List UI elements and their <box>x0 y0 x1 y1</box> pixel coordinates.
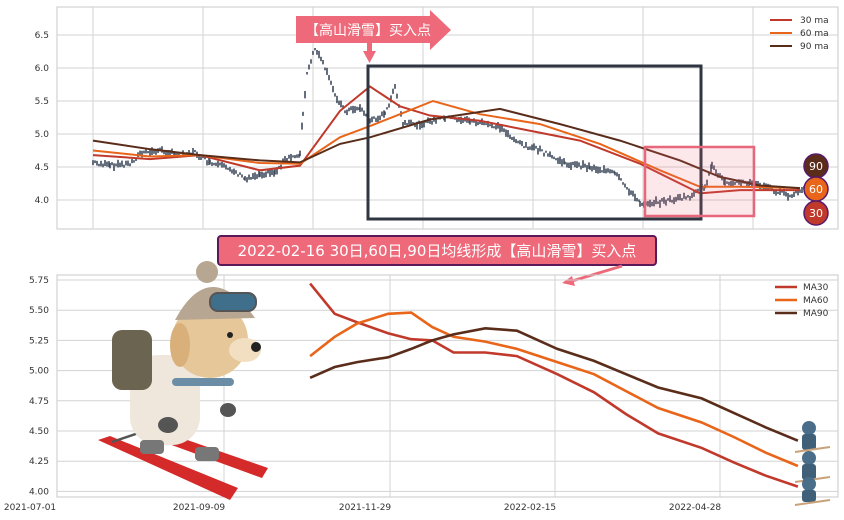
skier-body <box>802 464 816 480</box>
bottom-y-tick-label: 4.75 <box>29 397 49 407</box>
top-y-axis: 4.0 4.5 5.0 5.5 6.0 6.5 <box>35 31 50 206</box>
bottom-line-MA60 <box>309 311 799 468</box>
dog-glove-right <box>220 403 236 417</box>
banner-arrow-shaft <box>571 264 623 283</box>
down-arrow-shaft <box>367 42 372 52</box>
top-gridlines <box>57 7 838 229</box>
hat-pompom <box>196 261 218 283</box>
ski-left <box>98 436 238 500</box>
top-line-60-ma <box>92 99 801 190</box>
bottom-x-tick-label: 2021-09-09 <box>173 503 226 513</box>
bottom-x-tick-label: 2021-07-01 <box>4 503 56 513</box>
price-candles <box>92 47 805 208</box>
badge-90-text: 90 <box>809 160 823 173</box>
bottom-ma-lines <box>309 282 799 488</box>
small-skier <box>794 451 831 483</box>
top-y-tick-label: 4.0 <box>35 196 50 206</box>
skier-ski <box>794 446 831 453</box>
skier-head <box>802 451 816 465</box>
dog-glove <box>158 417 178 433</box>
legend-label: 30 ma <box>800 16 829 26</box>
bottom-y-axis: 4.00 4.25 4.50 4.75 5.00 5.25 5.50 5.75 <box>29 276 49 497</box>
banner-text: 2022-02-16 30日,60日,90日均线形成【高山滑雪】买入点 <box>238 242 637 260</box>
skier-head <box>802 477 816 491</box>
bottom-y-tick-label: 5.00 <box>29 367 49 377</box>
legend-label: MA90 <box>803 309 829 319</box>
bottom-ma-chart: 4.00 4.25 4.50 4.75 5.00 5.25 5.50 5.75 2021-07… <box>4 274 839 513</box>
bottom-y-tick-label: 4.00 <box>29 487 49 497</box>
buy-zone-box <box>643 145 756 218</box>
banner-box <box>217 235 657 266</box>
small-skier <box>794 421 831 453</box>
bottom-y-tick-label: 5.75 <box>29 276 49 286</box>
top-line-90-ma <box>92 107 801 190</box>
top-y-tick-label: 6.0 <box>35 64 50 74</box>
bottom-y-tick-label: 5.25 <box>29 336 49 346</box>
badge-60-text: 60 <box>809 183 823 196</box>
top-line-30-ma <box>92 85 800 195</box>
legend-label: MA60 <box>803 296 829 306</box>
top-label-text: 【高山滑雪】买入点 <box>305 22 431 39</box>
backpack <box>112 330 152 390</box>
top-y-tick-label: 6.5 <box>35 31 49 41</box>
banner-arrow-icon <box>562 276 575 286</box>
bottom-x-tick-label: 2022-04-28 <box>669 503 722 513</box>
bottom-x-axis: 2021-07-01 2021-09-09 2021-11-29 2022-02-15… <box>4 503 722 513</box>
bottom-plot-frame <box>56 274 839 498</box>
skier-body <box>802 434 816 450</box>
dog-ear <box>170 323 190 367</box>
small-skiers-illustration <box>794 421 831 506</box>
ski-goggles <box>209 292 257 312</box>
skiing-dog-illustration <box>98 261 268 500</box>
bottom-x-tick-label: 2022-02-15 <box>504 503 556 513</box>
top-ma-lines <box>92 85 801 195</box>
bottom-legend: MA30 MA60 MA90 <box>775 283 829 319</box>
bottom-y-tick-label: 4.50 <box>29 427 49 437</box>
bottom-y-tick-label: 5.50 <box>29 306 49 316</box>
legend-label: 60 ma <box>800 29 829 39</box>
legend-label: 90 ma <box>800 42 829 52</box>
skier-head <box>802 421 816 435</box>
ski-boot-left <box>140 440 164 454</box>
ski-boot-right <box>195 447 219 461</box>
decline-highlight-box <box>366 64 703 221</box>
bottom-line-MA30 <box>309 282 799 488</box>
skier-ski <box>794 499 831 506</box>
bottom-line-MA90 <box>309 326 799 442</box>
top-y-tick-label: 5.0 <box>35 130 50 140</box>
dog-head <box>172 302 248 378</box>
skier-body <box>802 490 816 502</box>
scarf <box>172 378 234 386</box>
top-plot-frame <box>56 6 839 230</box>
small-skier <box>794 477 831 506</box>
bottom-x-tick-label: 2021-11-29 <box>339 503 392 513</box>
dog-eye <box>227 332 233 338</box>
top-y-tick-label: 5.5 <box>35 97 49 107</box>
down-arrow-icon <box>363 51 376 63</box>
legend-label: MA30 <box>803 283 829 293</box>
dog-nose <box>251 342 261 352</box>
top-legend: 30 ma 60 ma 90 ma <box>770 16 829 52</box>
badge-30 <box>803 200 829 226</box>
top-candlestick-chart: 4.0 4.5 5.0 5.5 6.0 6.5 【高山滑雪】买入点 30 ma 60 ma 9… <box>35 6 839 230</box>
buy-signal-banner: 2022-02-16 30日,60日,90日均线形成【高山滑雪】买入点 <box>217 235 657 286</box>
badge-30-text: 30 <box>809 207 823 220</box>
top-y-tick-label: 4.5 <box>35 163 49 173</box>
bottom-y-tick-label: 4.25 <box>29 457 49 467</box>
arrow-label-shape <box>296 10 451 50</box>
top-annotation-label: 【高山滑雪】买入点 <box>296 10 451 63</box>
ma-badges: 90 60 30 <box>803 153 829 226</box>
